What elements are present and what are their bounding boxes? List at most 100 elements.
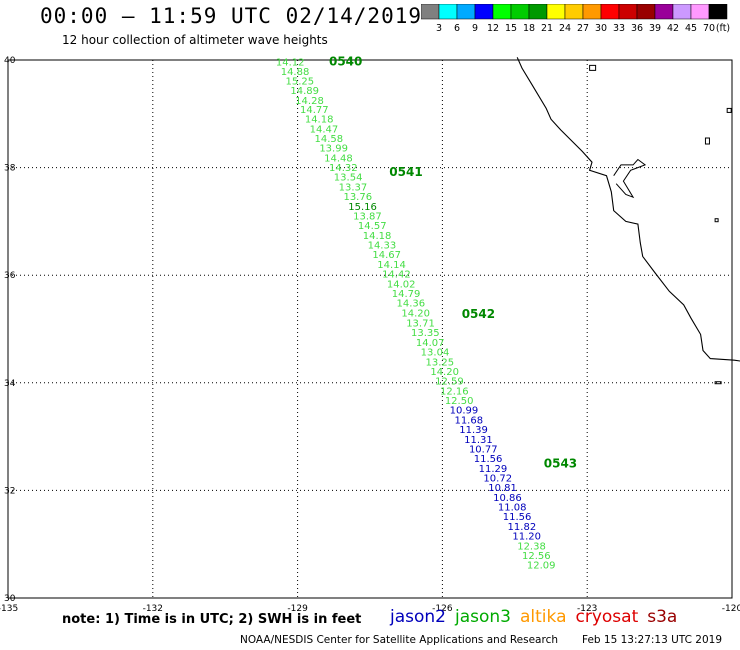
colorbar-label: 6 (454, 23, 460, 34)
swh-value-label: 13.87 (353, 211, 382, 222)
longitude-tick-label: -123 (577, 604, 597, 614)
colorbar-label: 45 (685, 23, 697, 34)
swh-value-label: 12.56 (522, 551, 551, 562)
longitude-tick-label: -120 (722, 604, 740, 614)
swh-value-label: 11.29 (479, 464, 508, 475)
colorbar-label: 42 (667, 23, 679, 34)
credit-line: NOAA/NESDIS Center for Satellite Applica… (240, 634, 558, 646)
lake-outline (726, 107, 732, 113)
swh-value-label: 14.28 (295, 96, 324, 107)
track-time-label: 0540 (329, 55, 362, 69)
swh-value-label: 14.12 (276, 58, 305, 69)
swh-value-label: 14.33 (368, 241, 397, 252)
swh-value-label: 10.86 (493, 493, 522, 504)
generation-timestamp: Feb 15 13:27:13 UTC 2019 (582, 634, 722, 646)
colorbar-label: 9 (472, 23, 478, 34)
colorbar-label: 12 (487, 23, 499, 34)
swh-value-label: 13.71 (406, 319, 435, 330)
colorbar-label: 36 (631, 23, 643, 34)
island-outline (714, 381, 722, 385)
swh-value-label: 11.56 (503, 512, 532, 523)
latitude-tick-label: 34 (4, 379, 16, 389)
track-time-label: 0543 (544, 457, 577, 471)
swh-value-label: 11.68 (454, 415, 483, 426)
swh-colorbar: 3 6 9 12 15 18 21 24 27 30 33 36 39 42 45 70 (ft) (421, 4, 730, 34)
lake-outline (704, 137, 710, 145)
swh-value-label: 15.25 (286, 76, 315, 87)
longitude-tick-label: -132 (143, 604, 163, 614)
swh-value-label: 13.25 (426, 357, 455, 368)
swh-value-label: 13.54 (334, 173, 363, 184)
footer-note: note: 1) Time is in UTC; 2) SWH is in fe… (62, 612, 362, 627)
colorbar-label: 18 (523, 23, 535, 34)
swh-value-label: 14.32 (329, 163, 358, 174)
swh-value-label: 14.77 (300, 105, 329, 116)
legend-s3a: s3a (647, 607, 678, 627)
legend-jason3: jason3 (455, 607, 511, 627)
colorbar-label: 33 (613, 23, 625, 34)
swh-value-label: 10.72 (483, 473, 512, 484)
latitude-tick-label: 32 (4, 486, 15, 496)
colorbar-label: 15 (505, 23, 517, 34)
swh-value-label: 14.89 (290, 86, 319, 97)
latitude-tick-label: 40 (4, 56, 16, 66)
swh-value-label: 14.18 (305, 115, 334, 126)
colorbar-label: 30 (595, 23, 607, 34)
swh-value-label: 14.88 (281, 67, 310, 78)
swh-value-label: 14.02 (387, 279, 416, 290)
satellite-legend: jason2 jason3 altika cryosat s3a (390, 607, 686, 627)
swh-value-label: 13.76 (343, 192, 372, 203)
colorbar-unit: (ft) (716, 23, 730, 34)
swh-value-label: 14.47 (310, 124, 339, 135)
track-time-label: 0542 (462, 307, 495, 321)
legend-jason2: jason2 (390, 607, 446, 627)
swh-value-label: 14.14 (377, 260, 406, 271)
swh-value-label: 14.57 (358, 221, 387, 232)
swh-value-label: 12.16 (440, 386, 469, 397)
colorbar-label: 39 (649, 23, 661, 34)
colorbar-label: 21 (541, 23, 553, 34)
swh-value-label: 11.56 (474, 454, 503, 465)
swh-value-label: 10.81 (488, 483, 517, 494)
swh-value-label: 13.99 (319, 144, 348, 155)
swh-value-label: 14.18 (363, 231, 392, 242)
swh-value-label: 14.20 (401, 308, 430, 319)
coastline (516, 57, 740, 362)
colorbar-swatch (708, 4, 728, 20)
colorbar-label: 3 (436, 23, 442, 34)
swh-value-label: 14.48 (324, 153, 353, 164)
swh-value-label: 14.58 (314, 134, 343, 145)
latitude-tick-label: 38 (4, 164, 16, 174)
swh-value-label: 13.37 (339, 182, 368, 193)
swh-value-label: 11.20 (512, 532, 541, 543)
swh-value-label: 12.09 (527, 561, 556, 572)
swh-value-label: 12.50 (445, 396, 474, 407)
swh-value-label: 14.36 (397, 299, 426, 310)
swh-value-label: 11.31 (464, 435, 493, 446)
colorbar-label: 27 (577, 23, 589, 34)
map-subtitle: 12 hour collection of altimeter wave hei… (62, 33, 328, 47)
swh-value-label: 11.82 (508, 522, 537, 533)
swh-value-label: 11.08 (498, 503, 527, 514)
swh-value-label: 11.39 (459, 425, 488, 436)
colorbar-label: 70 (703, 23, 715, 34)
map-frame (7, 59, 733, 599)
swh-value-label: 10.77 (469, 444, 498, 455)
longitude-tick-label: -129 (287, 604, 308, 614)
map-title: 00:00 – 11:59 UTC 02/14/2019 (40, 4, 423, 28)
swh-value-label: 14.67 (372, 250, 401, 261)
swh-value-label: 12.38 (517, 541, 546, 552)
swh-value-label: 14.20 (430, 367, 459, 378)
swh-value-label: 12.59 (435, 377, 464, 388)
longitude-tick-label: -135 (0, 604, 18, 614)
swh-value-label: 10.99 (450, 406, 479, 417)
bay-outline (613, 158, 647, 199)
swh-value-label: 15.16 (348, 202, 377, 213)
colorbar-label: 24 (559, 23, 571, 34)
track-time-label: 0541 (389, 165, 422, 179)
legend-altika: altika (520, 607, 567, 627)
swh-value-label: 13.04 (421, 348, 450, 359)
latitude-tick-label: 36 (4, 271, 16, 281)
swh-value-label: 14.42 (382, 270, 411, 281)
